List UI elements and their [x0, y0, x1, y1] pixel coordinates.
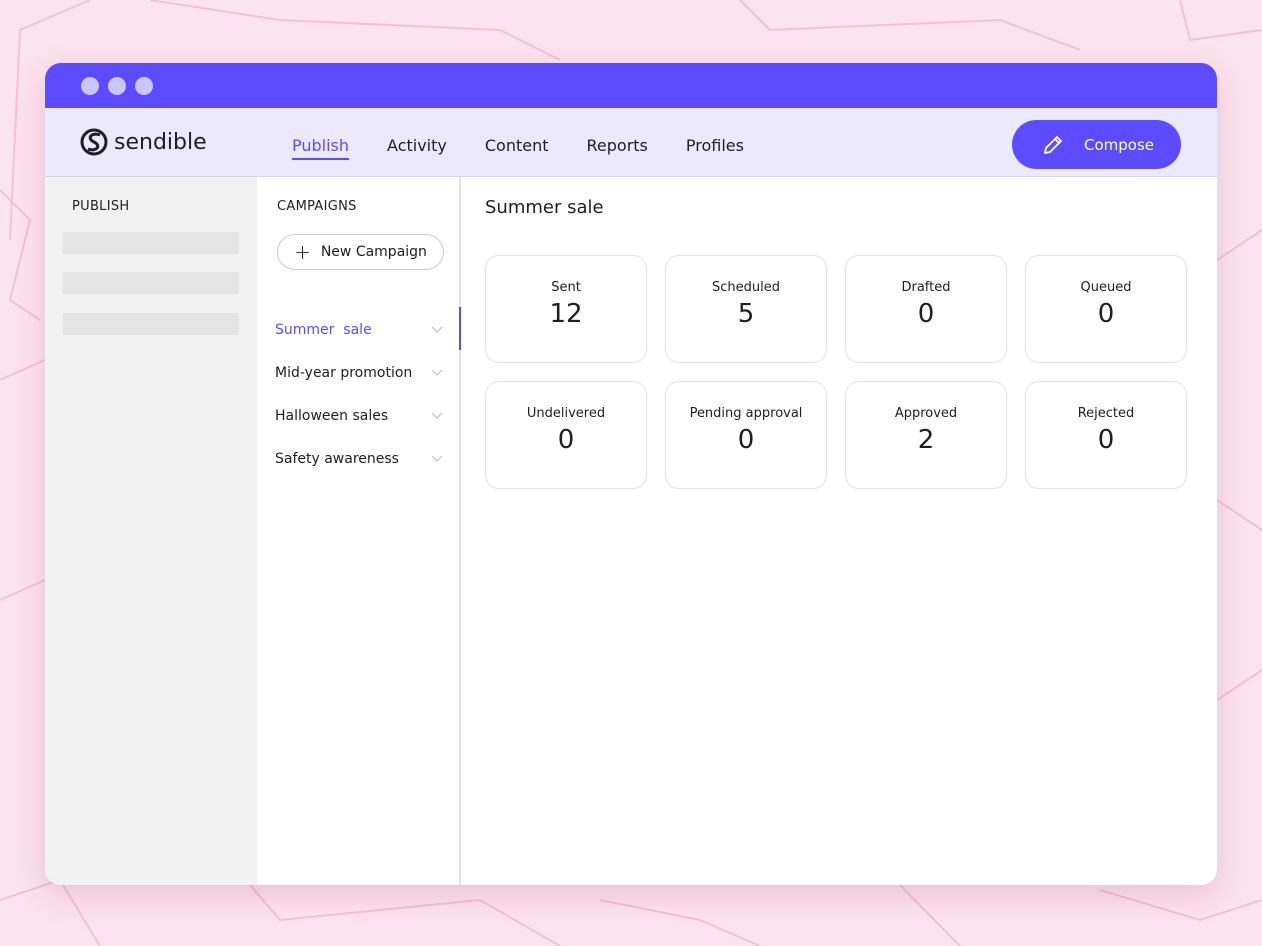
campaign-label: Safety awareness [275, 451, 399, 467]
stat-label: Queued [1080, 280, 1132, 295]
stat-value: 0 [917, 299, 935, 329]
campaign-label: Mid-year promotion [275, 365, 413, 381]
stat-value: 5 [737, 299, 755, 329]
stat-label: Pending approval [689, 406, 803, 421]
stat-label: Drafted [901, 280, 951, 295]
stat-card-queued[interactable]: Queued 0 [1025, 255, 1187, 363]
campaign-detail: Summer sale Sent 12 Scheduled 5 Drafted 0 Q… [461, 177, 1217, 885]
stat-card-undelivered[interactable]: Undelivered 0 [485, 381, 647, 489]
campaign-label: Summer sale [275, 322, 372, 338]
top-header: sendible Publish Activity Content Report… [45, 108, 1217, 177]
campaign-item[interactable]: Summer sale [275, 322, 443, 338]
stat-label: Sent [551, 280, 581, 295]
stat-value: 2 [917, 425, 935, 455]
logo-text: sendible [114, 129, 207, 155]
pencil-icon [1044, 135, 1062, 154]
stat-label: Undelivered [526, 406, 606, 421]
sendible-logo-icon [80, 128, 108, 156]
nav-publish[interactable]: Publish [292, 108, 350, 160]
campaigns-panel: CAMPAIGNS + New Campaign Summer sale Mid… [257, 177, 461, 885]
campaigns-title: CAMPAIGNS [277, 199, 357, 214]
stat-value: 0 [1097, 425, 1115, 455]
nav-activity[interactable]: Activity [387, 136, 447, 155]
stat-card-drafted[interactable]: Drafted 0 [845, 255, 1007, 363]
stats-grid: Sent 12 Scheduled 5 Drafted 0 Queued 0 Undel… [485, 255, 1187, 489]
stat-label: Scheduled [712, 280, 780, 295]
chevron-down-icon [431, 369, 443, 376]
stat-value: 0 [1097, 299, 1115, 329]
plus-icon: + [294, 240, 311, 264]
campaign-item[interactable]: Halloween sales [275, 408, 443, 424]
campaign-item[interactable]: Mid-year promotion [275, 365, 443, 381]
sidebar-placeholder[interactable] [63, 232, 239, 254]
sidebar-placeholder[interactable] [63, 313, 239, 335]
campaign-title: Summer sale [485, 197, 604, 218]
stat-card-sent[interactable]: Sent 12 [485, 255, 647, 363]
chevron-down-icon [431, 455, 443, 462]
logo[interactable]: sendible [80, 128, 207, 156]
campaign-label: Halloween sales [275, 408, 389, 424]
window-dot[interactable] [108, 77, 126, 95]
stat-card-pending-approval[interactable]: Pending approval 0 [665, 381, 827, 489]
main-nav: Publish Activity Content Reports Profile… [292, 108, 744, 160]
stat-value: 0 [557, 425, 575, 455]
nav-profiles[interactable]: Profiles [685, 136, 744, 155]
campaign-item[interactable]: Safety awareness [275, 451, 443, 467]
window-dot[interactable] [81, 77, 99, 95]
stat-card-approved[interactable]: Approved 2 [845, 381, 1007, 489]
compose-button[interactable]: Compose [1012, 120, 1181, 169]
stat-card-scheduled[interactable]: Scheduled 5 [665, 255, 827, 363]
compose-label: Compose [1084, 135, 1155, 154]
active-indicator [459, 307, 461, 350]
stat-value: 0 [737, 425, 755, 455]
window-dot[interactable] [135, 77, 153, 95]
nav-reports[interactable]: Reports [586, 136, 648, 155]
sidebar-title: PUBLISH [72, 199, 130, 214]
new-campaign-button[interactable]: + New Campaign [277, 234, 444, 270]
app-window: sendible Publish Activity Content Report… [45, 63, 1217, 885]
new-campaign-label: New Campaign [320, 244, 427, 260]
chevron-down-icon [431, 326, 443, 333]
sidebar-placeholder[interactable] [63, 272, 239, 294]
chevron-down-icon [431, 412, 443, 419]
title-bar [45, 63, 1217, 108]
stat-label: Approved [894, 406, 958, 421]
stat-value: 12 [549, 299, 583, 329]
stat-card-rejected[interactable]: Rejected 0 [1025, 381, 1187, 489]
stat-label: Rejected [1077, 406, 1135, 421]
publish-sidebar: PUBLISH [45, 177, 257, 885]
nav-content[interactable]: Content [484, 136, 549, 155]
